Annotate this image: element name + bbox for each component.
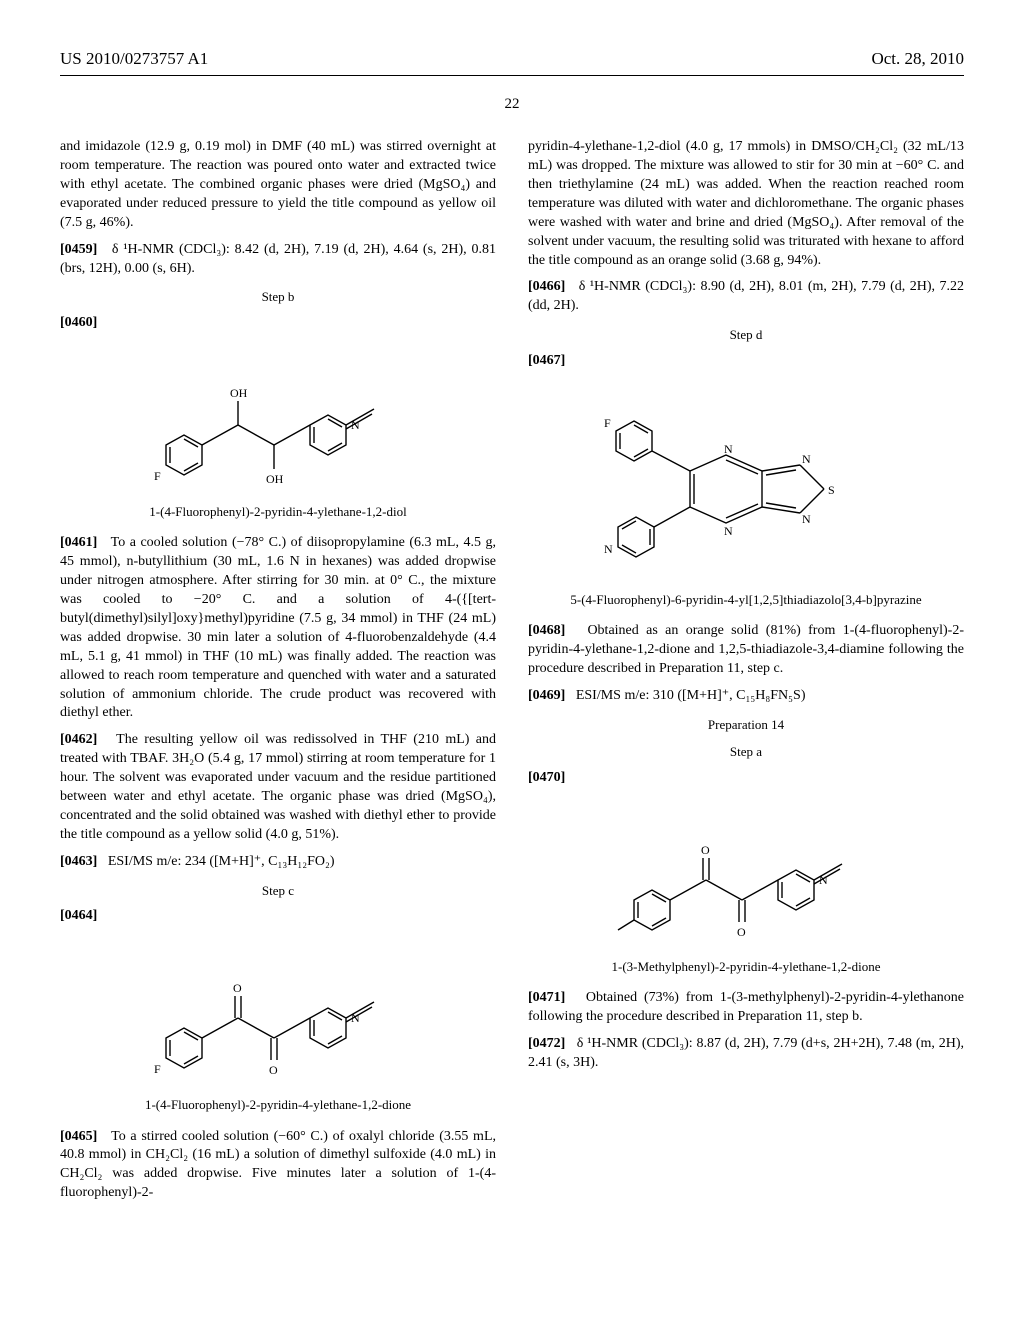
para-text: δ ¹H-NMR (CDCl₃): 8.42 (d, 2H), 7.19 (d,… [60, 242, 496, 276]
paragraph: [0472] δ ¹H-NMR (CDCl₃): 8.87 (d, 2H), 7… [528, 1035, 964, 1073]
svg-text:N: N [802, 452, 811, 466]
para-text: Obtained as an orange solid (81%) from 1… [528, 623, 964, 676]
paragraph: [0463] ESI/MS m/e: 234 ([M+H]⁺, C₁₃H₁₂FO… [60, 853, 496, 872]
paragraph: [0469] ESI/MS m/e: 310 ([M+H]⁺, C₁₅H₈FN₅… [528, 687, 964, 706]
page-number: 22 [60, 94, 964, 114]
svg-text:O: O [233, 981, 242, 995]
chemical-structure-thiadiazolopyrazine: F N N N N S [528, 395, 964, 575]
paragraph: [0470] [528, 769, 964, 788]
para-number: [0460] [60, 315, 97, 330]
svg-text:F: F [154, 1062, 161, 1076]
para-number: [0464] [60, 908, 97, 923]
paragraph: [0459] δ ¹H-NMR (CDCl₃): 8.42 (d, 2H), 7… [60, 241, 496, 279]
structure-caption: 1-(4-Fluorophenyl)-2-pyridin-4-ylethane-… [60, 1096, 496, 1114]
step-label: Step a [528, 743, 964, 761]
svg-text:F: F [604, 416, 611, 430]
two-column-layout: and imidazole (12.9 g, 0.19 mol) in DMF … [60, 138, 964, 1211]
para-text: ESI/MS m/e: 234 ([M+H]⁺, C₁₃H₁₂FO₂) [108, 854, 335, 869]
para-text: The resulting yellow oil was redissolved… [60, 732, 496, 841]
para-text: Obtained (73%) from 1-(3-methylphenyl)-2… [528, 990, 964, 1024]
para-number: [0470] [528, 770, 565, 785]
svg-text:S: S [828, 483, 835, 497]
paragraph: [0461] To a cooled solution (−78° C.) of… [60, 534, 496, 723]
chemical-structure-dione: F O O N [60, 950, 496, 1080]
chemical-structure-diol: F OH OH N [60, 357, 496, 487]
structure-caption: 1-(4-Fluorophenyl)-2-pyridin-4-ylethane-… [60, 503, 496, 521]
para-text: To a stirred cooled solution (−60° C.) o… [60, 1129, 496, 1201]
header-right: Oct. 28, 2010 [871, 48, 964, 71]
paragraph: pyridin-4-ylethane-1,2-diol (4.0 g, 17 m… [528, 138, 964, 270]
svg-text:O: O [737, 925, 746, 939]
para-number: [0472] [528, 1036, 565, 1051]
step-label: Step b [60, 288, 496, 306]
para-number: [0463] [60, 854, 97, 869]
svg-text:F: F [154, 469, 161, 483]
paragraph: [0464] [60, 907, 496, 926]
para-number: [0467] [528, 353, 565, 368]
step-label: Step c [60, 882, 496, 900]
para-number: [0462] [60, 732, 97, 747]
preparation-label: Preparation 14 [528, 716, 964, 734]
para-text: δ ¹H-NMR (CDCl₃): 8.87 (d, 2H), 7.79 (d+… [528, 1036, 964, 1070]
header-left: US 2010/0273757 A1 [60, 48, 208, 71]
para-text: δ ¹H-NMR (CDCl₃): 8.90 (d, 2H), 8.01 (m,… [528, 279, 964, 313]
para-number: [0465] [60, 1129, 97, 1144]
paragraph: [0465] To a stirred cooled solution (−60… [60, 1128, 496, 1204]
svg-text:N: N [604, 542, 613, 556]
right-column: pyridin-4-ylethane-1,2-diol (4.0 g, 17 m… [528, 138, 964, 1211]
para-number: [0461] [60, 535, 97, 550]
para-text: ESI/MS m/e: 310 ([M+H]⁺, C₁₅H₈FN₅S) [576, 688, 806, 703]
paragraph: and imidazole (12.9 g, 0.19 mol) in DMF … [60, 138, 496, 232]
left-column: and imidazole (12.9 g, 0.19 mol) in DMF … [60, 138, 496, 1211]
para-number: [0459] [60, 242, 97, 257]
svg-text:OH: OH [230, 386, 248, 400]
paragraph: [0471] Obtained (73%) from 1-(3-methylph… [528, 989, 964, 1027]
svg-text:N: N [724, 442, 733, 456]
structure-caption: 1-(3-Methylphenyl)-2-pyridin-4-ylethane-… [528, 958, 964, 976]
svg-text:O: O [269, 1063, 278, 1077]
paragraph: [0468] Obtained as an orange solid (81%)… [528, 622, 964, 679]
paragraph: [0467] [528, 352, 964, 371]
structure-caption: 5-(4-Fluorophenyl)-6-pyridin-4-yl[1,2,5]… [528, 591, 964, 609]
paragraph: [0462] The resulting yellow oil was redi… [60, 731, 496, 844]
svg-text:N: N [724, 524, 733, 538]
page-header: US 2010/0273757 A1 Oct. 28, 2010 [60, 48, 964, 76]
svg-text:O: O [701, 843, 710, 857]
para-text: To a cooled solution (−78° C.) of diisop… [60, 535, 496, 720]
step-label: Step d [528, 326, 964, 344]
chemical-structure-methylphenyl-dione: O O N [528, 812, 964, 942]
paragraph: [0466] δ ¹H-NMR (CDCl₃): 8.90 (d, 2H), 8… [528, 278, 964, 316]
para-number: [0471] [528, 990, 565, 1005]
para-number: [0466] [528, 279, 565, 294]
svg-text:OH: OH [266, 472, 284, 486]
svg-text:N: N [802, 512, 811, 526]
para-number: [0469] [528, 688, 565, 703]
para-number: [0468] [528, 623, 565, 638]
paragraph: [0460] [60, 314, 496, 333]
